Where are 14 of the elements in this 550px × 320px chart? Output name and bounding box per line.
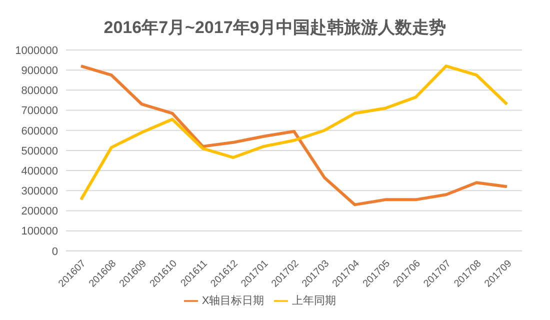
y-tick-label: 400000 bbox=[21, 165, 58, 178]
y-tick-label: 0 bbox=[52, 246, 58, 258]
y-tick-label: 700000 bbox=[21, 105, 58, 118]
y-tick-label: 500000 bbox=[21, 145, 58, 158]
y-tick-label: 200000 bbox=[21, 206, 58, 218]
y-tick-label: 900000 bbox=[21, 64, 58, 77]
y-tick-label: 1000000 bbox=[15, 44, 58, 57]
legend-label: 上年同期 bbox=[292, 294, 336, 307]
chart-title: 2016年7月~2017年9月中国赴韩旅游人数走势 bbox=[102, 17, 448, 39]
y-tick-label: 300000 bbox=[21, 186, 58, 198]
y-tick-label: 800000 bbox=[21, 85, 58, 98]
y-tick-label: 100000 bbox=[21, 226, 58, 238]
y-tick-label: 600000 bbox=[21, 125, 58, 138]
legend-label: X轴目标日期 bbox=[202, 294, 264, 307]
